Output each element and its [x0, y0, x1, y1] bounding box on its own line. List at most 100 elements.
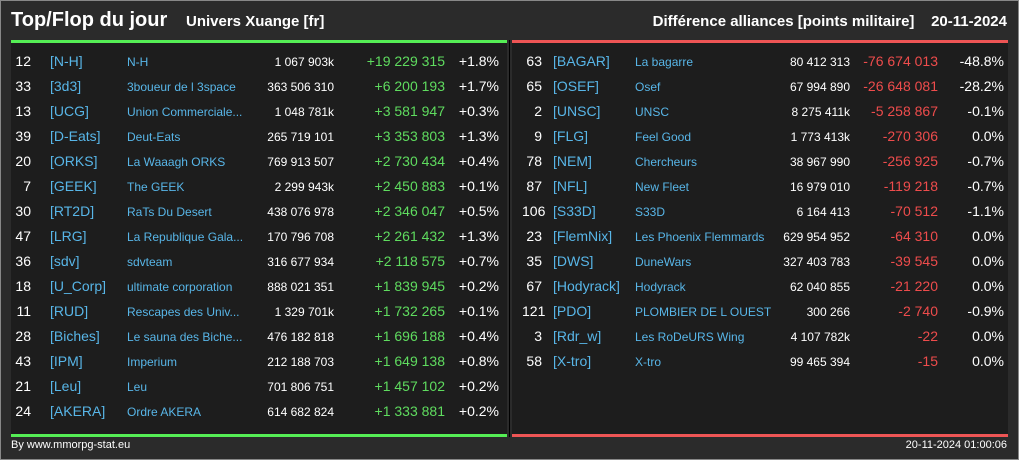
military-points: 614 682 824	[267, 405, 334, 419]
source-credit: By www.mmorpg-stat.eu	[11, 439, 131, 451]
points-difference: +19 229 315	[366, 53, 445, 69]
points-difference: -15	[917, 353, 938, 369]
alliance-tag: [NEM]	[553, 153, 592, 169]
alliance-rank: 87	[526, 178, 542, 194]
alliance-tag: [OSEF]	[553, 78, 599, 94]
alliance-rank: 9	[534, 128, 542, 144]
points-difference: +6 200 193	[374, 78, 445, 94]
points-difference: +1 649 138	[374, 353, 445, 369]
flop-row: 67 [Hodyrack] Hodyrack 62 040 855 -21 220 0.0…	[512, 273, 1008, 298]
percent-change: 0.0%	[972, 353, 1004, 369]
points-difference: +1 839 945	[374, 278, 445, 294]
alliance-rank: 78	[526, 153, 542, 169]
alliance-rank: 24	[15, 403, 31, 419]
military-points: 1 048 781k	[274, 105, 334, 119]
alliance-tag: [Biches]	[50, 328, 100, 344]
percent-change: -0.9%	[967, 303, 1004, 319]
alliance-tag: [PDO]	[553, 303, 592, 319]
percent-change: -1.1%	[967, 203, 1004, 219]
alliance-name: Les RoDeURS Wing	[635, 330, 745, 344]
alliance-rank: 65	[526, 78, 542, 94]
flop-row: 3 [Rdr_w] Les RoDeURS Wing 4 107 782k -22 0.0…	[512, 323, 1008, 348]
alliance-rank: 23	[526, 228, 542, 244]
alliance-name: S33D	[635, 205, 666, 219]
points-difference: -5 258 867	[871, 103, 938, 119]
alliance-rank: 3	[534, 328, 542, 344]
alliance-name: Rescapes des Univ...	[127, 305, 240, 319]
top-row: 47 [LRG] La Republique Gala... 170 796 708 +…	[11, 223, 507, 248]
alliance-name: Imperium	[127, 355, 178, 369]
flop-row: 35 [DWS] DuneWars 327 403 783 -39 545 0.0%	[512, 248, 1008, 273]
military-points: 316 677 934	[267, 255, 334, 269]
percent-change: +0.3%	[458, 103, 499, 119]
alliance-rank: 58	[526, 353, 542, 369]
points-difference: -119 218	[883, 178, 938, 194]
military-points: 888 021 351	[267, 280, 334, 294]
alliance-tag: [UNSC]	[553, 103, 601, 119]
alliance-rank: 13	[15, 103, 31, 119]
percent-change: 0.0%	[972, 328, 1004, 344]
military-points: 438 076 978	[267, 205, 334, 219]
alliance-name: Ordre AKERA	[127, 405, 202, 419]
top-row: 36 [sdv] sdvteam 316 677 934 +2 118 575 +0.7%	[11, 248, 507, 273]
percent-change: -0.7%	[967, 178, 1004, 194]
points-difference: +1 696 188	[374, 328, 445, 344]
header-right: Différence alliances [points militaire] …	[653, 13, 1007, 30]
percent-change: +0.4%	[458, 153, 499, 169]
top-row: 39 [D-Eats] Deut-Eats 265 719 101 +3 353 803…	[11, 123, 507, 148]
percent-change: +0.1%	[458, 303, 499, 319]
alliance-tag: [LRG]	[50, 228, 87, 244]
alliance-name: Les Phoenix Flemmards	[635, 230, 765, 244]
points-difference: +1 732 265	[374, 303, 445, 319]
percent-change: +0.1%	[458, 178, 499, 194]
flop-row: 78 [NEM] Chercheurs 38 967 990 -256 925 -0.7%	[512, 148, 1008, 173]
alliance-name: Union Commerciale...	[127, 105, 243, 119]
flop-panel: 63 [BAGAR] La bagarre 80 412 313 -76 674 013…	[512, 40, 1008, 437]
alliance-rank: 11	[16, 303, 31, 319]
top-row: 13 [UCG] Union Commerciale... 1 048 781k +3 …	[11, 98, 507, 123]
percent-change: +0.2%	[458, 403, 499, 419]
alliance-tag: [U_Corp]	[50, 278, 107, 294]
flop-row: 63 [BAGAR] La bagarre 80 412 313 -76 674 013…	[512, 48, 1008, 73]
military-points: 4 107 782k	[790, 330, 850, 344]
percent-change: 0.0%	[972, 128, 1004, 144]
panel-divider	[509, 40, 510, 437]
military-points: 1 329 701k	[274, 305, 334, 319]
alliance-tag: [Rdr_w]	[553, 328, 602, 344]
percent-change: +0.2%	[458, 278, 499, 294]
alliance-name: Chercheurs	[635, 155, 698, 169]
percent-change: +1.8%	[458, 53, 499, 69]
alliance-name: The GEEK	[127, 180, 185, 194]
alliance-tag: [NFL]	[553, 178, 588, 194]
top-row: 20 [ORKS] La Waaagh ORKS 769 913 507 +2 730 …	[11, 148, 507, 173]
top-row: 43 [IPM] Imperium 212 188 703 +1 649 138 +0.8…	[11, 348, 507, 373]
alliance-name: New Fleet	[635, 180, 690, 194]
percent-change: -0.1%	[967, 103, 1004, 119]
percent-change: 0.0%	[972, 278, 1004, 294]
alliance-name: ultimate corporation	[127, 280, 233, 294]
military-points: 300 266	[806, 305, 850, 319]
alliance-name: 3boueur de l 3space	[127, 80, 236, 94]
military-points: 6 164 413	[796, 205, 850, 219]
alliance-name: UNSC	[635, 105, 670, 119]
points-difference: +3 353 803	[374, 128, 445, 144]
alliance-rank: 21	[15, 378, 31, 394]
alliance-tag: [RUD]	[50, 303, 89, 319]
top-row: 24 [AKERA] Ordre AKERA 614 682 824 +1 333 88…	[11, 398, 507, 423]
alliance-tag: [FLG]	[553, 128, 589, 144]
flop-row: 65 [OSEF] Osef 67 994 890 -26 648 081 -28.2%	[512, 73, 1008, 98]
alliance-tag: [Leu]	[50, 378, 82, 394]
points-difference: -76 674 013	[863, 53, 938, 69]
alliance-name: N-H	[127, 55, 149, 69]
military-points: 38 967 990	[789, 155, 850, 169]
alliance-tag: [S33D]	[553, 203, 596, 219]
alliance-rank: 33	[15, 78, 31, 94]
percent-change: +0.7%	[458, 253, 499, 269]
flop-row: 87 [NFL] New Fleet 16 979 010 -119 218 -0.7%	[512, 173, 1008, 198]
military-points: 476 182 818	[267, 330, 334, 344]
military-points: 363 506 310	[267, 80, 334, 94]
flop-row: 9 [FLG] Feel Good 1 773 413k -270 306 0.0%	[512, 123, 1008, 148]
alliance-name: Leu	[127, 380, 148, 394]
points-difference: -64 310	[890, 228, 938, 244]
military-points: 80 412 313	[789, 55, 850, 69]
